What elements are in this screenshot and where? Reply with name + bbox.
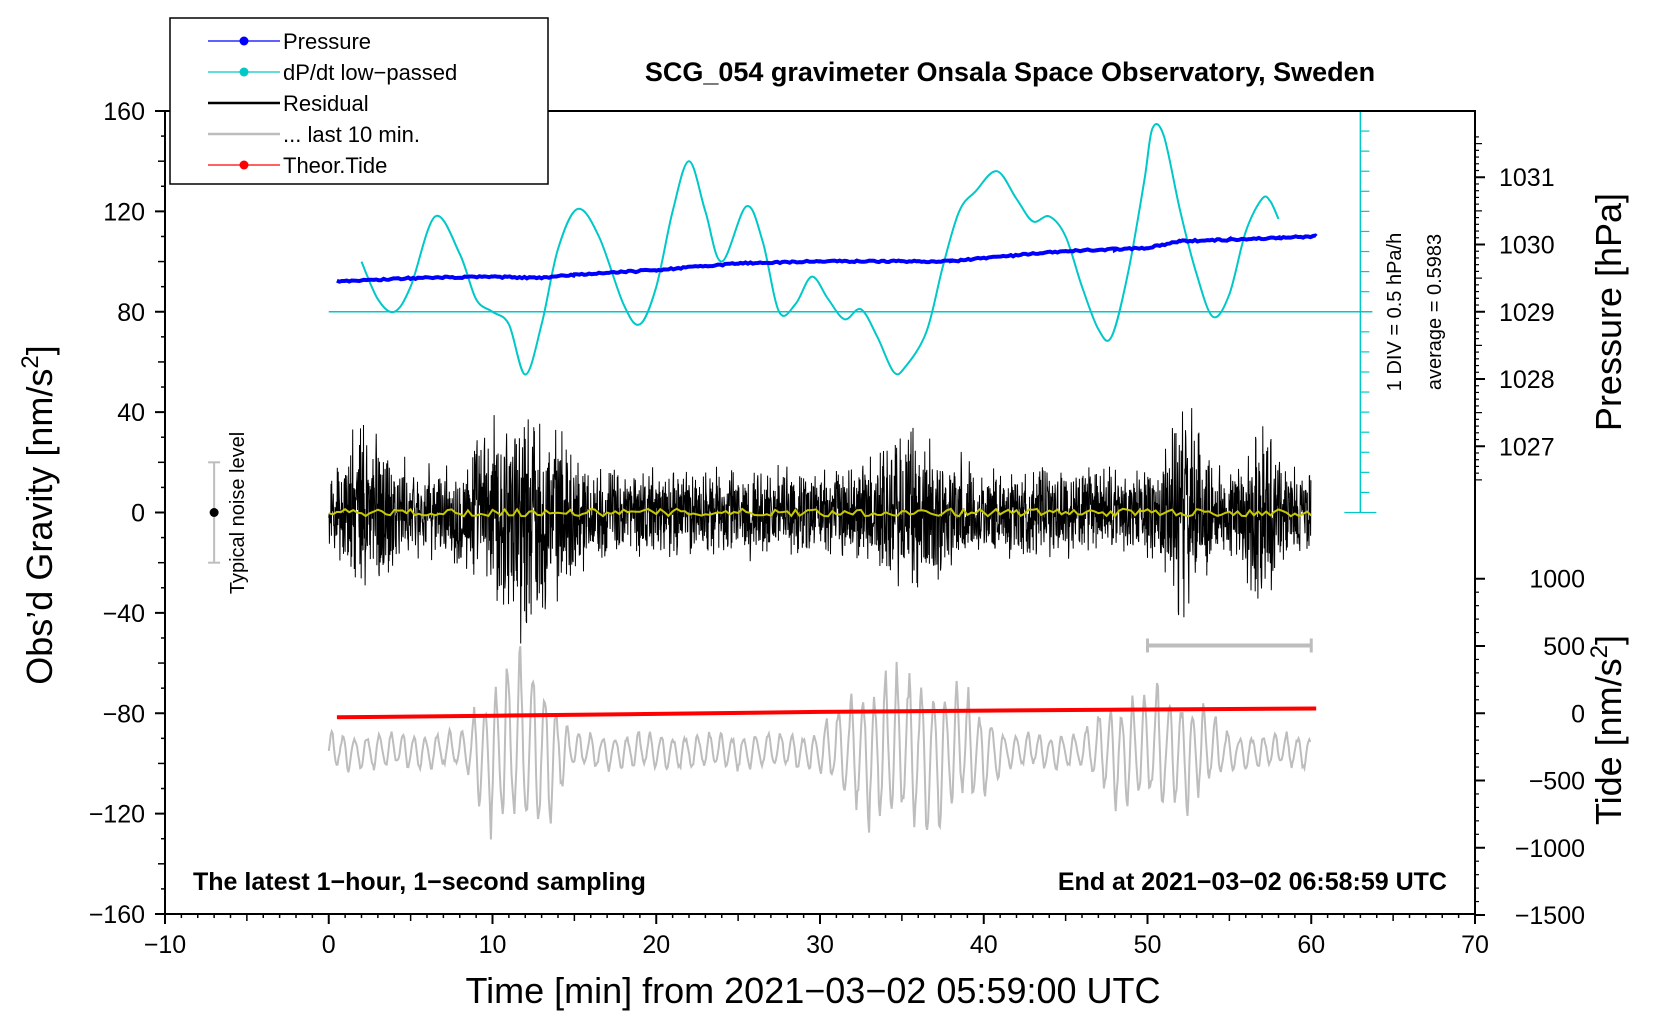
x-tick-label: 10 (479, 931, 507, 959)
legend-label: Residual (283, 91, 369, 116)
x-tick-label: −10 (144, 931, 186, 959)
pressure-tick-label: 1029 (1499, 299, 1555, 327)
y-tick-label: 40 (117, 399, 145, 427)
dpdt-line (360, 122, 1280, 376)
last-10-min-layer (327, 646, 1312, 840)
x-tick-label: 0 (322, 931, 336, 959)
tide-axis-label: Tide [nm/s2] (1586, 635, 1629, 825)
y-tick-label: −120 (89, 801, 145, 829)
pressure-axis-label: Pressure [hPa] (1588, 193, 1629, 431)
y-axis-label-left-text: Obs’d Gravity [nm/s (19, 369, 60, 685)
chart-title: SCG_054 gravimeter Onsala Space Observat… (645, 57, 1375, 87)
y-tick-label: 120 (103, 198, 145, 226)
legend-label: Pressure (283, 29, 371, 54)
x-axis-ticks: −10 0 10 20 30 40 50 60 70 (144, 914, 1489, 959)
tide-tick-label: 0 (1571, 700, 1585, 728)
tide-line (336, 706, 1317, 720)
legend: Pressure dP/dt low−passed Residual ... last… (169, 17, 549, 185)
legend-label: dP/dt low−passed (283, 60, 457, 85)
tide-layer (336, 706, 1317, 720)
y-tick-label: 0 (131, 500, 145, 528)
noise-bar-layer (208, 461, 221, 564)
x-tick-label: 40 (970, 931, 998, 959)
y-axis-label-left: Obs’d Gravity [nm/s2] (17, 345, 60, 684)
pressure-tick-label: 1031 (1499, 164, 1555, 192)
legend-label: Theor.Tide (283, 153, 387, 178)
tide-axis-label-sup: 2 (1586, 645, 1613, 658)
tide-axis-ticks: −1500 −1000 −500 0 500 1000 (1475, 566, 1585, 930)
legend-marker (239, 67, 249, 77)
annotation-bottom-left: The latest 1−hour, 1−second sampling (193, 868, 646, 896)
tide-tick-label: −500 (1529, 768, 1585, 796)
tide-tick-label: 1000 (1529, 566, 1585, 594)
x-tick-label: 20 (642, 931, 670, 959)
noise-level-label: Typical noise level (227, 432, 249, 594)
last-10-min-line (327, 646, 1312, 840)
dpdt-average-label: average = 0.5983 (1424, 234, 1446, 390)
x-tick-label: 60 (1297, 931, 1325, 959)
y-axis-label-left-sup: 2 (17, 355, 44, 368)
y-tick-label: −160 (89, 901, 145, 929)
legend-box (169, 17, 549, 185)
x-tick-label: 50 (1134, 931, 1162, 959)
residual-line (328, 408, 1312, 644)
y-tick-label: −40 (103, 600, 145, 628)
x-axis-label: Time [min] from 2021−03−02 05:59:00 UTC (465, 970, 1160, 1011)
dpdt-layer (360, 122, 1280, 376)
pressure-tick-label: 1030 (1499, 231, 1555, 259)
x-tick-label: 70 (1461, 931, 1489, 959)
y-tick-label: −80 (103, 700, 145, 728)
legend-marker (239, 160, 249, 170)
annotation-bottom-right: End at 2021−03−02 06:58:59 UTC (1058, 868, 1447, 896)
bracket-layer (1146, 638, 1313, 653)
residual-mean-line (328, 507, 1312, 518)
tide-tick-label: 500 (1543, 633, 1585, 661)
legend-label: ... last 10 min. (283, 122, 420, 147)
pressure-axis-ticks: 1027 1028 1029 1030 1031 (1475, 136, 1555, 481)
pressure-layer (336, 233, 1318, 284)
y-axis-label-left-close: ] (19, 345, 60, 355)
residual-layer (328, 408, 1312, 644)
pressure-tick-label: 1028 (1499, 366, 1555, 394)
y-axis-ticks: −160 −120 −80 −40 0 40 80 120 160 (89, 98, 165, 929)
x-tick-label: 30 (806, 931, 834, 959)
y-tick-label: 160 (103, 98, 145, 126)
tide-tick-label: −1500 (1515, 902, 1585, 930)
tide-axis-label-text: Tide [nm/s (1588, 658, 1629, 825)
legend-marker (239, 36, 249, 46)
y-tick-label: 80 (117, 299, 145, 327)
pressure-line (336, 233, 1318, 284)
noise-bar-dot (209, 508, 219, 517)
dpdt-div-label: 1 DIV = 0.5 hPa/h (1384, 233, 1406, 391)
residual-mean-layer (328, 507, 1312, 518)
tide-axis-label-close: ] (1588, 635, 1629, 645)
tide-tick-label: −1000 (1515, 835, 1585, 863)
pressure-tick-label: 1027 (1499, 433, 1555, 461)
